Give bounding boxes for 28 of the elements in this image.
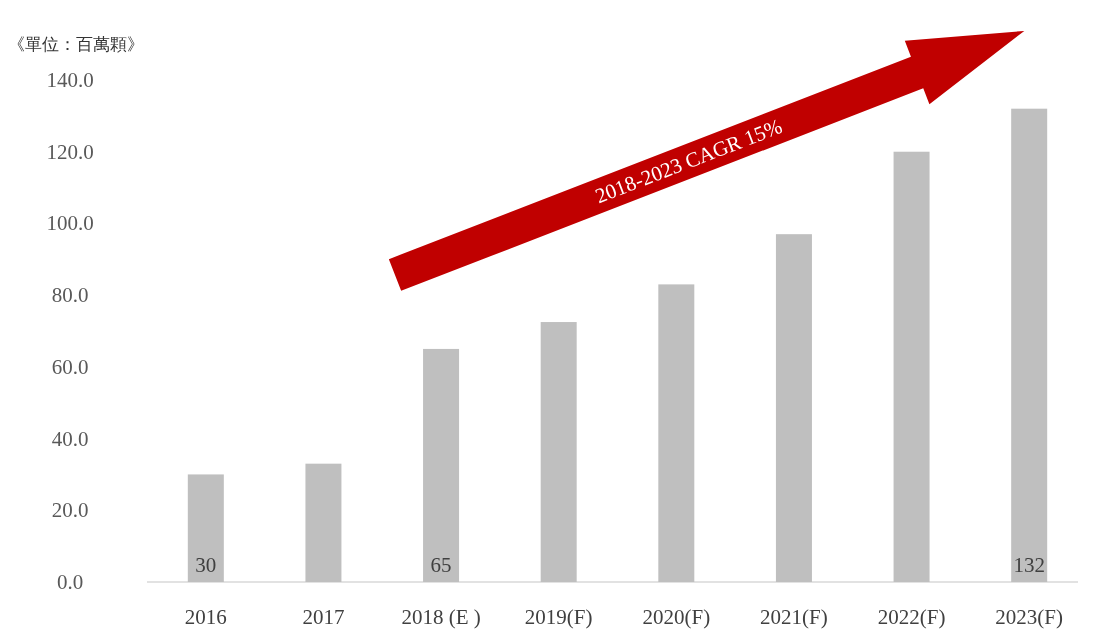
x-tick-label: 2023(F) [995,605,1064,629]
x-tick-label: 2018 (E ) [401,605,481,629]
y-tick-label: 80.0 [51,283,89,308]
data-label: 65 [430,553,452,577]
y-tick-label: 120.0 [46,139,94,164]
y-tick-label: 100.0 [46,211,94,236]
bar [893,151,930,582]
bar [540,322,577,582]
x-tick-label: 2021(F) [760,605,828,629]
y-tick-label: 0.0 [56,570,84,594]
bar [305,463,342,582]
y-tick-label: 60.0 [51,354,89,379]
x-tick-label: 2019(F) [524,605,593,629]
y-tick-label: 140.0 [46,68,94,92]
y-tick-label: 40.0 [51,426,89,451]
bar [658,284,695,582]
data-label: 30 [195,553,217,577]
x-tick-label: 2017 [302,605,345,629]
y-axis-title: 《單位：百萬顆》 [8,34,144,54]
bar [187,474,224,582]
x-tick-label: 2016 [184,605,227,629]
y-tick-label: 20.0 [51,498,89,523]
x-tick-label: 2020(F) [642,605,711,629]
data-label: 132 [1013,553,1045,577]
bar [775,234,812,582]
bar [1011,108,1048,582]
x-tick-label: 2022(F) [877,605,946,629]
bar [423,348,460,582]
